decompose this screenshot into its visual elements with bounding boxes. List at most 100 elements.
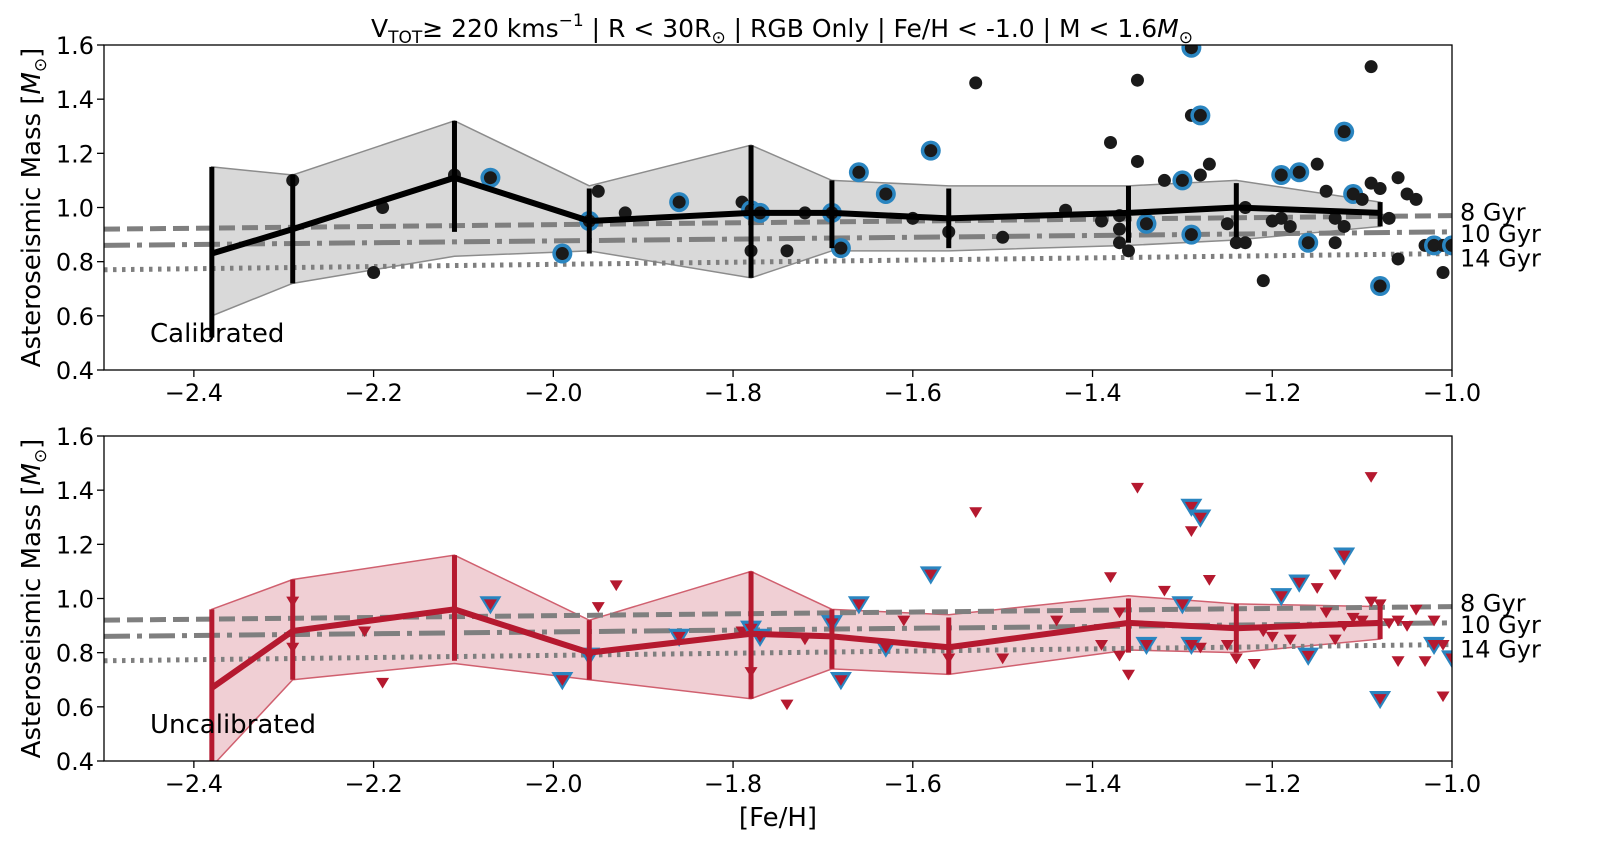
x-tick-label: −1.6 [884, 379, 942, 407]
data-point [1283, 219, 1297, 233]
y-axis-label-part: Asteroseismic Mass [ [17, 95, 47, 368]
isochrone-label: 8 Gyr [1460, 590, 1526, 618]
data-point [852, 599, 866, 611]
x-tick-label: −2.2 [344, 770, 402, 798]
y-axis-label-part: ] [17, 48, 47, 58]
data-point [1157, 173, 1171, 187]
data-point [1328, 634, 1342, 646]
data-point [969, 76, 983, 90]
x-tick-label: −1.4 [1063, 770, 1121, 798]
y-axis-label-part: Asteroseismic Mass [ [17, 486, 47, 759]
x-tick-label: −1.8 [704, 379, 762, 407]
panel-annotation: Calibrated [150, 319, 284, 349]
data-point [924, 569, 938, 581]
data-point [1445, 238, 1452, 252]
data-point [1202, 574, 1216, 586]
y-tick-label: 1.2 [56, 140, 94, 168]
data-point [1355, 192, 1369, 206]
data-point [1184, 228, 1198, 242]
isochrone-label: 14 Gyr [1460, 636, 1541, 664]
y-tick-label: 0.8 [56, 640, 94, 668]
isochrone-label: 10 Gyr [1460, 611, 1541, 639]
data-point [1346, 612, 1360, 624]
data-point [1130, 154, 1144, 168]
data-point [1184, 501, 1198, 513]
x-tick-label: −1.0 [1423, 770, 1481, 798]
y-tick-label: 1.6 [56, 423, 94, 451]
data-point [1220, 217, 1234, 231]
data-point [1274, 591, 1288, 602]
data-point [1427, 639, 1441, 651]
data-point [1112, 236, 1126, 250]
data-point [1364, 472, 1378, 483]
data-point [1337, 125, 1351, 139]
data-point [1274, 168, 1288, 182]
title-main: V [371, 14, 388, 43]
y-tick-label: 1.0 [56, 195, 94, 223]
data-point [1373, 182, 1387, 196]
data-point [555, 675, 569, 686]
x-tick-label: −1.8 [704, 770, 762, 798]
data-point [897, 615, 911, 627]
y-tick-label: 0.4 [56, 748, 94, 776]
plot-area [104, 472, 1452, 761]
data-point [1104, 572, 1118, 584]
data-point [1104, 136, 1118, 149]
title-tail: | R < 30R [584, 14, 712, 43]
data-point [376, 677, 390, 689]
data-point [1373, 694, 1387, 705]
x-axis-label: [Fe/H] [739, 803, 817, 833]
data-point [1319, 607, 1333, 619]
x-tick-label: −1.6 [884, 770, 942, 798]
data-point [1427, 238, 1441, 252]
median-trend-line [210, 606, 1381, 691]
data-point [1382, 211, 1396, 225]
y-tick-label: 1.2 [56, 531, 94, 559]
x-tick-label: −2.4 [165, 379, 223, 407]
data-point [483, 171, 497, 185]
data-point [1130, 73, 1144, 87]
spread-band [211, 554, 1381, 761]
data-point [1130, 482, 1144, 494]
isochrone-label: 14 Gyr [1460, 245, 1541, 273]
data-point [1229, 236, 1243, 250]
title-sun-2: ⊙ [1179, 28, 1193, 48]
data-point [1139, 639, 1153, 651]
title-tail-2: | RGB Only | Fe/H < -1.0 | M < 1.6 [726, 14, 1157, 43]
y-tick-label: 1.0 [56, 586, 94, 614]
y-tick-label: 1.6 [56, 32, 94, 60]
y-tick-label: 0.4 [56, 357, 94, 385]
data-point [483, 599, 497, 611]
data-point [1436, 639, 1450, 651]
data-point [996, 230, 1010, 244]
y-tick-label: 1.4 [56, 477, 94, 505]
data-point [924, 144, 938, 158]
data-point [1427, 615, 1441, 627]
data-point [1193, 168, 1207, 182]
figure-title: VTOT≥ 220 kms−1 | R < 30R⊙ | RGB Only | … [371, 11, 1193, 48]
data-point [1382, 618, 1396, 630]
data-point [1292, 577, 1306, 589]
x-tick-label: −1.2 [1243, 379, 1301, 407]
x-tick-label: −2.2 [344, 379, 402, 407]
data-point [1220, 639, 1234, 651]
y-axis-label: Asteroseismic Mass [M⊙] [17, 439, 51, 759]
y-axis-label-part: ⊙ [31, 58, 51, 72]
data-point [672, 195, 686, 209]
data-point [1229, 653, 1243, 665]
data-point [1310, 157, 1324, 171]
data-point [1256, 274, 1270, 288]
data-point [834, 241, 848, 255]
data-point [1175, 173, 1189, 187]
data-point [367, 266, 381, 279]
title-rest: ≥ 220 kms [422, 14, 558, 43]
data-point [1310, 583, 1324, 594]
data-point [1337, 550, 1351, 562]
data-point [1445, 653, 1452, 665]
data-point [1112, 607, 1126, 619]
uncalibrated-panel: −2.4 −2.2 −2.0 −1.8 −1.6 −1.4 −1.2 −1.0 0.4 0.6 0.… [17, 423, 1541, 798]
data-point [1238, 236, 1252, 250]
data-point [1095, 639, 1109, 651]
data-point [555, 247, 569, 261]
data-point [780, 244, 794, 258]
